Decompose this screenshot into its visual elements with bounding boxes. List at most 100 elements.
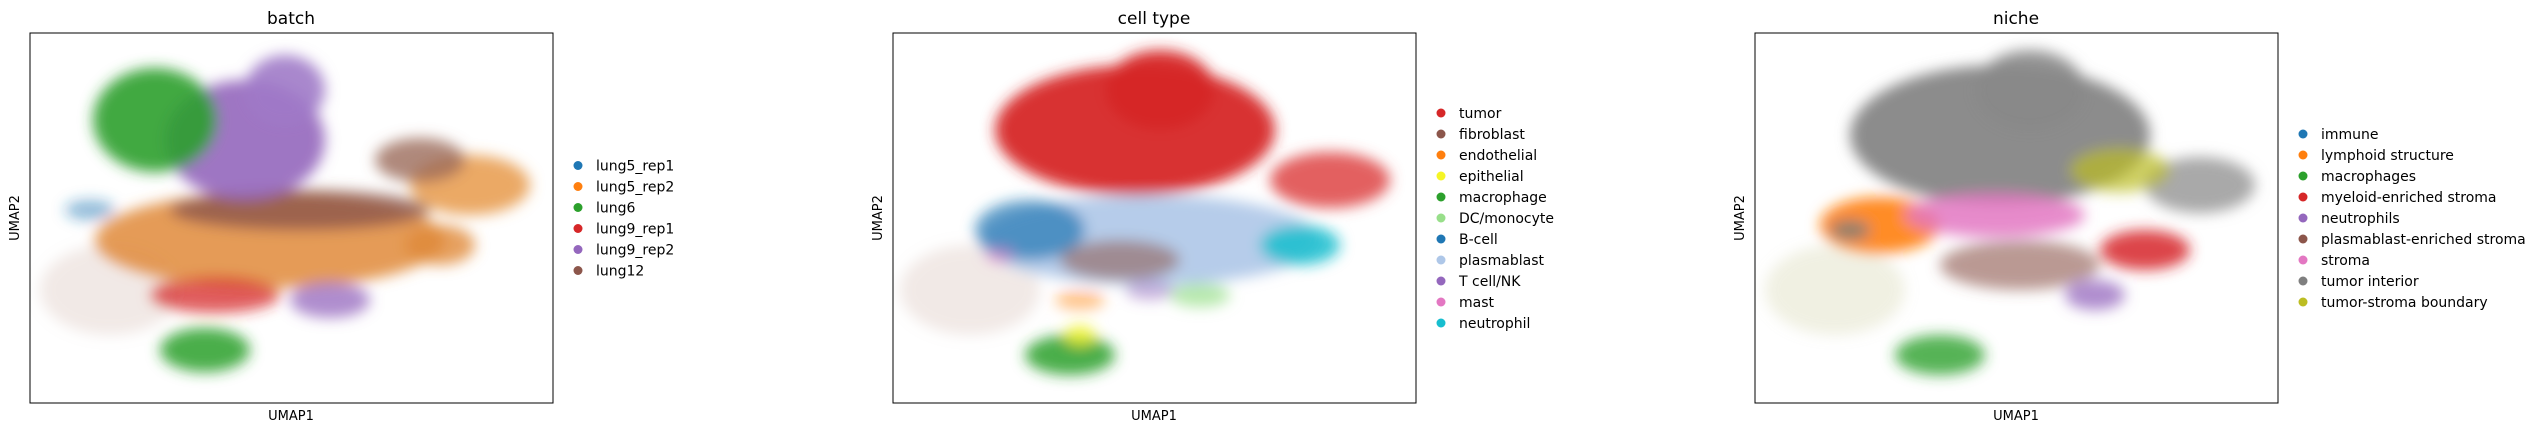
cluster-macrophage (1025, 335, 1115, 375)
scatter-cloud (1765, 50, 2255, 375)
scatter-cloud (900, 50, 1390, 375)
legend-marker-2-3 (2298, 192, 2308, 202)
legend-label-2-6: stroma (2321, 253, 2370, 269)
legend-label-1-5: DC/monocyte (1459, 211, 1554, 227)
legend-label-1-3: epithelial (1459, 169, 1524, 185)
cluster-lung9_rep1 (150, 277, 280, 313)
legend-label-1-0: tumor (1459, 106, 1502, 122)
legend-marker-2-8 (2298, 297, 2308, 307)
cluster-faint (1765, 245, 1905, 335)
legend-marker-0-3 (573, 224, 583, 233)
legend-label-1-2: endothelial (1459, 148, 1537, 164)
legend-marker-1-7 (1436, 255, 1446, 265)
y-axis-label: UMAP2 (871, 195, 886, 241)
legend-label-0-5: lung12 (596, 264, 644, 280)
cluster-lung12-band (170, 190, 430, 230)
legend-label-0-0: lung5_rep1 (596, 159, 674, 175)
cluster-lung5_rep2-low (405, 225, 475, 265)
cluster-epithelial (1065, 325, 1095, 345)
panel-title: niche (1993, 9, 2039, 29)
legend-marker-1-3 (1436, 171, 1446, 181)
legend-marker-1-5 (1436, 213, 1446, 223)
cluster-myeloid-enriched (2100, 230, 2190, 270)
cluster-plasmablast-enriched (1940, 240, 2100, 290)
legend-marker-1-9 (1436, 297, 1446, 307)
legend-label-1-10: neutrophil (1459, 316, 1530, 332)
cluster-macrophages (1895, 335, 1985, 375)
legend: immune lymphoid structure macrophages myelo… (2298, 127, 2526, 311)
legend-marker-0-5 (573, 266, 583, 275)
legend-label-2-3: myeloid-enriched stroma (2321, 190, 2497, 206)
cluster-immune (1830, 220, 1870, 240)
legend-marker-2-6 (2298, 255, 2308, 265)
legend-marker-2-5 (2298, 234, 2308, 244)
cluster-endothelial (1055, 290, 1105, 310)
legend-label-2-8: tumor-stroma boundary (2321, 295, 2488, 311)
legend-marker-1-1 (1436, 129, 1446, 139)
x-axis-label: UMAP1 (268, 409, 314, 424)
legend-label-1-9: mast (1459, 295, 1495, 311)
cluster-lung6-top (93, 68, 217, 172)
legend-marker-1-6 (1436, 234, 1446, 244)
legend-marker-2-2 (2298, 171, 2308, 181)
legend-label-1-4: macrophage (1459, 190, 1547, 206)
cluster-t-cell (1125, 280, 1175, 300)
legend-marker-0-2 (573, 203, 583, 212)
plot-frame (1754, 32, 2279, 404)
legend-marker-0-4 (573, 245, 583, 254)
cluster-lung5_rep1 (65, 200, 115, 220)
legend-label-2-1: lymphoid structure (2321, 148, 2454, 164)
cluster-tumor-top (1105, 50, 1215, 130)
legend-label-1-6: B-cell (1459, 232, 1498, 248)
panel-title: batch (267, 9, 315, 29)
legend-label-0-4: lung9_rep2 (596, 243, 674, 259)
plot-frame (29, 32, 554, 404)
y-axis-label: UMAP2 (1733, 195, 1748, 241)
plot-frame (892, 32, 1417, 404)
y-axis-label: UMAP2 (8, 195, 23, 241)
cluster-tumor-interior-top (1975, 50, 2085, 130)
legend-label-2-7: tumor interior (2321, 274, 2419, 290)
legend-marker-2-0 (2298, 129, 2308, 139)
legend-marker-1-4 (1436, 192, 1446, 202)
legend-label-2-2: macrophages (2321, 169, 2416, 185)
legend: lung5_rep1 lung5_rep2 lung6 lung9_rep1 lung9… (573, 159, 674, 280)
legend-label-2-4: neutrophils (2321, 211, 2400, 227)
legend-label-1-8: T cell/NK (1458, 274, 1521, 290)
cluster-mast (985, 247, 1015, 263)
legend-marker-1-8 (1436, 276, 1446, 286)
cluster-tumor-right (1270, 152, 1390, 208)
legend-label-0-3: lung9_rep1 (596, 222, 674, 238)
cluster-b-cell (975, 200, 1085, 260)
legend-label-2-5: plasmablast-enriched stroma (2321, 232, 2526, 248)
cluster-lung9_rep2-low (290, 282, 370, 318)
legend-marker-1-2 (1436, 150, 1446, 160)
legend-label-1-7: plasmablast (1459, 253, 1545, 269)
cluster-tumor-stroma-boundary (2070, 148, 2170, 192)
cluster-dc-monocyte (1170, 283, 1230, 307)
cluster-neutrophil (1260, 225, 1340, 265)
legend-label-1-1: fibroblast (1459, 127, 1525, 143)
legend-marker-1-10 (1436, 318, 1446, 328)
x-axis-label: UMAP1 (1993, 409, 2039, 424)
cluster-lung6-bottom (160, 328, 250, 372)
panel-batch: batch UMAP1 UMAP2 lung5_rep1 lung5_rep2lu… (8, 9, 674, 424)
cluster-stroma (1905, 193, 2085, 237)
legend-marker-1-0 (1436, 108, 1446, 118)
cluster-faint (900, 245, 1040, 335)
cluster-neutrophils (2065, 280, 2125, 310)
cluster-fibroblast (1060, 240, 1180, 280)
legend-marker-0-0 (573, 161, 583, 170)
panel-niche: niche UMAP1 UMAP2 immune lymphoid structu… (1733, 9, 2526, 424)
cluster-tumor-interior-right (2145, 157, 2255, 213)
legend-marker-2-4 (2298, 213, 2308, 223)
cluster-lung12-right (375, 138, 465, 182)
legend-marker-0-1 (573, 182, 583, 191)
x-axis-label: UMAP1 (1131, 409, 1177, 424)
legend-label-0-1: lung5_rep2 (596, 180, 674, 196)
legend: tumor fibroblast endothelial epithelial macr… (1436, 106, 1554, 332)
scatter-cloud (40, 55, 530, 372)
legend-marker-2-1 (2298, 150, 2308, 160)
